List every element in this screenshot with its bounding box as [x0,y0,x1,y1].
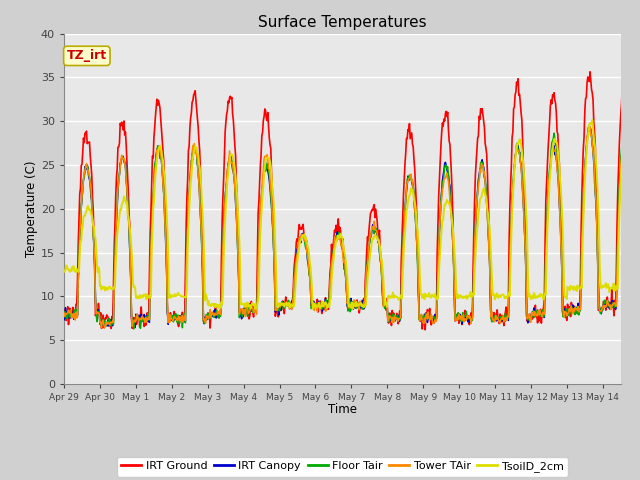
Tower TAir [60,310,68,316]
Legend: IRT Ground, IRT Canopy, Floor Tair, Tower TAir, TsoilD_2cm: IRT Ground, IRT Canopy, Floor Tair, Towe… [116,457,568,477]
IRT Ground [635,302,640,308]
Tower TAir [444,175,451,181]
Line: Floor Tair: Floor Tair [64,120,639,329]
IRT Canopy [127,313,135,319]
Floor Tair [284,298,292,303]
Tower TAir [262,154,270,159]
IRT Ground [233,192,241,197]
IRT Canopy [284,301,292,307]
Floor Tair [60,313,68,319]
TsoilD_2cm [635,286,640,292]
Line: IRT Ground: IRT Ground [64,72,639,330]
IRT Canopy [262,160,270,166]
IRT Ground [262,108,269,114]
IRT Canopy [412,216,419,221]
Line: IRT Canopy: IRT Canopy [64,127,639,327]
Text: TZ_irt: TZ_irt [67,49,107,62]
TsoilD_2cm [444,199,451,205]
Title: Surface Temperatures: Surface Temperatures [258,15,427,30]
Line: Tower TAir: Tower TAir [64,124,639,328]
TsoilD_2cm [253,306,260,312]
X-axis label: Time: Time [328,403,357,417]
Tower TAir [635,302,640,308]
Tower TAir [234,245,242,251]
IRT Canopy [586,124,594,130]
IRT Canopy [234,249,242,254]
Tower TAir [621,121,629,127]
IRT Canopy [444,169,451,175]
Tower TAir [284,302,292,308]
TsoilD_2cm [284,301,292,307]
Floor Tair [130,326,138,332]
Line: TsoilD_2cm: TsoilD_2cm [64,120,639,309]
TsoilD_2cm [588,117,596,123]
Floor Tair [262,161,270,167]
Floor Tair [621,117,628,122]
TsoilD_2cm [60,269,68,275]
Tower TAir [100,325,108,331]
Tower TAir [412,213,419,219]
TsoilD_2cm [233,192,241,198]
IRT Ground [411,166,419,172]
IRT Canopy [60,317,68,323]
IRT Ground [586,69,594,75]
Floor Tair [444,164,451,169]
Floor Tair [635,301,640,307]
Y-axis label: Temperature (C): Temperature (C) [25,160,38,257]
TsoilD_2cm [412,204,419,209]
IRT Canopy [635,300,640,306]
IRT Ground [284,301,291,307]
IRT Ground [60,316,68,322]
IRT Ground [127,315,135,321]
Floor Tair [412,216,419,222]
TsoilD_2cm [127,245,135,251]
IRT Ground [421,327,429,333]
Floor Tair [127,310,135,316]
IRT Ground [444,109,451,115]
TsoilD_2cm [262,156,270,162]
Tower TAir [129,324,136,329]
IRT Canopy [131,324,139,330]
Floor Tair [234,252,242,257]
